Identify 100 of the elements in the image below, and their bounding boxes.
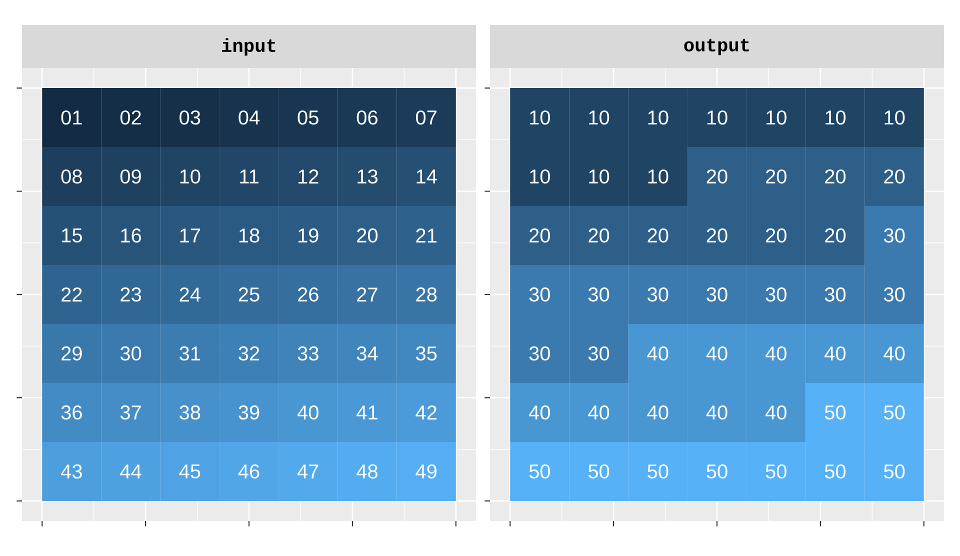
data-label: 20 bbox=[884, 169, 905, 184]
data-label: 40 bbox=[706, 346, 728, 361]
data-label: 27 bbox=[357, 288, 378, 302]
data-label: 09 bbox=[120, 169, 141, 184]
data-label: 40 bbox=[884, 346, 905, 361]
data-label: 20 bbox=[825, 228, 846, 243]
data-label: 30 bbox=[120, 346, 142, 361]
data-label: 42 bbox=[416, 405, 436, 420]
data-label: 05 bbox=[298, 110, 318, 125]
data-label: 30 bbox=[766, 287, 786, 302]
data-label: 17 bbox=[180, 228, 200, 242]
data-label: 21 bbox=[416, 228, 436, 242]
data-label: 26 bbox=[298, 287, 318, 302]
data-label: 37 bbox=[120, 405, 141, 420]
data-label: 33 bbox=[298, 346, 318, 361]
data-label: 40 bbox=[824, 346, 846, 361]
data-label: 08 bbox=[61, 169, 82, 184]
data-label: 30 bbox=[706, 287, 728, 302]
data-label: 14 bbox=[416, 170, 437, 184]
data-label: 29 bbox=[62, 346, 82, 361]
data-label: 39 bbox=[238, 405, 260, 420]
data-label: 40 bbox=[588, 405, 610, 420]
data-label: 50 bbox=[766, 464, 786, 479]
data-label: 31 bbox=[180, 346, 200, 361]
data-label: 01 bbox=[61, 110, 82, 125]
data-label: 40 bbox=[765, 405, 786, 420]
chart-title: output bbox=[684, 38, 749, 56]
data-label: 12 bbox=[298, 170, 318, 184]
data-label: 20 bbox=[766, 169, 786, 184]
data-label: 40 bbox=[765, 346, 786, 361]
data-label: 07 bbox=[416, 110, 436, 125]
data-label: 10 bbox=[884, 110, 905, 125]
data-label: 20 bbox=[648, 228, 668, 243]
data-label: 41 bbox=[356, 406, 378, 420]
data-label: 22 bbox=[62, 288, 82, 302]
data-label: 34 bbox=[356, 346, 378, 361]
data-label: 28 bbox=[416, 287, 437, 302]
data-label: 40 bbox=[647, 405, 668, 420]
data-label: 10 bbox=[766, 110, 786, 125]
data-label: 10 bbox=[648, 110, 668, 125]
data-label: 06 bbox=[356, 110, 378, 125]
data-label: 23 bbox=[120, 287, 142, 302]
data-label: 24 bbox=[180, 288, 200, 302]
data-label: 50 bbox=[648, 464, 668, 479]
data-label: 20 bbox=[766, 228, 786, 243]
data-label: 38 bbox=[180, 405, 200, 420]
data-label: 16 bbox=[121, 228, 142, 243]
data-label: 40 bbox=[647, 346, 668, 361]
data-label: 10 bbox=[589, 169, 610, 184]
data-label: 46 bbox=[238, 464, 260, 479]
data-label: 10 bbox=[707, 110, 728, 125]
data-label: 10 bbox=[826, 110, 846, 125]
data-label: 50 bbox=[824, 405, 846, 420]
data-label: 50 bbox=[588, 464, 610, 479]
data-label: 19 bbox=[298, 228, 318, 243]
data-label: 47 bbox=[297, 464, 318, 478]
data-label: 20 bbox=[530, 228, 550, 243]
data-label: 10 bbox=[180, 169, 200, 184]
data-label: 03 bbox=[180, 110, 200, 125]
data-label: 04 bbox=[238, 110, 260, 125]
data-label: 11 bbox=[240, 170, 258, 184]
data-label: 43 bbox=[61, 464, 82, 479]
data-label: 20 bbox=[588, 228, 610, 243]
data-label: 30 bbox=[529, 287, 550, 302]
data-label: 15 bbox=[62, 228, 82, 242]
data-label: 20 bbox=[706, 169, 728, 184]
data-label: 30 bbox=[588, 287, 610, 302]
data-label: 44 bbox=[120, 464, 142, 478]
data-label: 30 bbox=[884, 287, 905, 302]
data-label: 20 bbox=[706, 228, 728, 243]
data-label: 36 bbox=[61, 405, 82, 420]
data-label: 50 bbox=[706, 464, 728, 479]
data-label: 32 bbox=[238, 346, 260, 361]
chart-title: input bbox=[222, 38, 276, 56]
data-label: 10 bbox=[530, 110, 550, 125]
data-label: 48 bbox=[356, 464, 378, 479]
data-label: 50 bbox=[529, 464, 550, 479]
data-label: 30 bbox=[648, 287, 668, 302]
data-label: 02 bbox=[120, 110, 141, 125]
data-label: 40 bbox=[706, 405, 728, 420]
data-label: 13 bbox=[358, 169, 378, 184]
data-label: 30 bbox=[824, 287, 846, 302]
data-label: 50 bbox=[824, 464, 846, 479]
data-label: 10 bbox=[530, 169, 550, 184]
data-label: 49 bbox=[416, 464, 437, 479]
data-label: 50 bbox=[884, 464, 905, 479]
data-label: 10 bbox=[648, 169, 668, 184]
data-label: 50 bbox=[884, 405, 905, 420]
data-label: 25 bbox=[238, 287, 260, 302]
data-label: 40 bbox=[529, 405, 550, 420]
data-label: 30 bbox=[529, 346, 550, 361]
data-label: 30 bbox=[588, 346, 610, 361]
data-label: 35 bbox=[416, 346, 437, 361]
data-label: 30 bbox=[884, 228, 905, 243]
data-label: 20 bbox=[825, 169, 846, 184]
data-label: 45 bbox=[179, 464, 200, 478]
data-label: 40 bbox=[297, 405, 318, 420]
data-label: 18 bbox=[239, 228, 260, 243]
data-label: 20 bbox=[357, 228, 378, 243]
data-label: 10 bbox=[589, 110, 610, 125]
